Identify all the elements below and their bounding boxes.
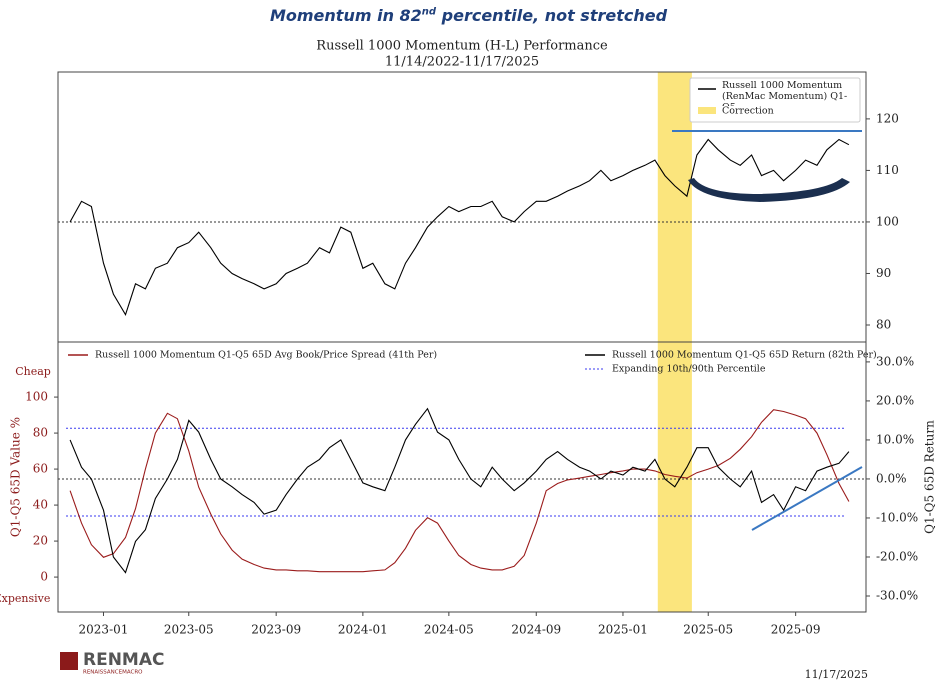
legend: Russell 1000 Momentum (RenMac Momentum) … xyxy=(689,77,861,123)
legend-box xyxy=(689,77,861,123)
legend-label: Expanding 10th/90th Percentile xyxy=(612,364,766,375)
title-part: Momentum in 82 xyxy=(269,6,422,25)
x-tick-label: 2025-01 xyxy=(598,623,648,637)
footer-date: 11/17/2025 xyxy=(805,668,868,681)
x-tick-label: 2023-05 xyxy=(164,623,214,637)
data-line xyxy=(69,138,850,317)
y-tick-label: 110 xyxy=(876,163,899,177)
header-title: Momentum in 82nd percentile, not stretch… xyxy=(0,6,937,25)
data-line xyxy=(69,407,850,574)
y2-tick-label: 10.0% xyxy=(876,432,914,446)
y-tick-label: 100 xyxy=(876,214,899,228)
annotation: Cheap xyxy=(15,365,51,378)
x-tick-label: 2024-05 xyxy=(424,623,474,637)
y2-tick-label: 0.0% xyxy=(876,471,907,485)
title-part: percentile, not stretched xyxy=(436,6,668,25)
y-tick-label: 80 xyxy=(876,317,891,331)
y-tick-label: 100 xyxy=(25,390,48,404)
x-tick-label: 2024-09 xyxy=(511,623,561,637)
base-arc-annotation xyxy=(688,178,850,202)
legend-label: Correction xyxy=(722,106,774,117)
title-sup: nd xyxy=(421,6,437,18)
y2-tick-label: 20.0% xyxy=(876,393,914,407)
x-tick-label: 2023-01 xyxy=(79,623,129,637)
logo-sub: RENAISSANCEMACRO xyxy=(83,670,143,676)
x-tick-label: 2025-09 xyxy=(771,623,821,637)
legend-label: Russell 1000 Momentum Q1-Q5 65D Avg Book… xyxy=(95,350,437,361)
annotation: Expensive xyxy=(0,592,50,605)
y2-axis-label: Q1-Q5 65D Return xyxy=(923,420,937,534)
y-tick-label: 80 xyxy=(33,426,48,440)
x-tick-label: 2025-05 xyxy=(683,623,733,637)
y-tick-label: 0 xyxy=(40,570,48,584)
y-axis-label: Q1-Q5 65D Value % xyxy=(9,417,23,537)
x-tick-label: 2023-09 xyxy=(251,623,301,637)
legend-label: Russell 1000 Momentum (RenMac Momentum) … xyxy=(722,80,848,106)
y2-tick-label: -30.0% xyxy=(876,589,918,603)
y2-tick-label: -20.0% xyxy=(876,549,918,563)
y-tick-label: 120 xyxy=(876,111,899,125)
chart-title: Russell 1000 Momentum (H-L) Performance xyxy=(316,39,608,54)
logo-mark xyxy=(60,652,78,670)
y-tick-label: 40 xyxy=(33,498,48,512)
y-tick-label: 60 xyxy=(33,462,48,476)
x-tick-label: 2024-01 xyxy=(338,623,388,637)
logo: RENMAC RENAISSANCEMACRO xyxy=(60,650,164,676)
chart-subtitle: 11/14/2022-11/17/2025 xyxy=(385,55,539,70)
logo-text: RENMAC xyxy=(83,650,164,670)
y-tick-label: 90 xyxy=(876,266,891,280)
legend-swatch xyxy=(698,107,716,114)
y-tick-label: 20 xyxy=(33,534,48,548)
legend-label: Russell 1000 Momentum Q1-Q5 65D Return (… xyxy=(612,350,877,361)
trend-annotation xyxy=(751,466,863,531)
y2-tick-label: -10.0% xyxy=(876,510,918,524)
data-line xyxy=(69,409,850,573)
y2-tick-label: 30.0% xyxy=(876,354,914,368)
legend-label-wrap: Russell 1000 Momentum (RenMac Momentum) … xyxy=(722,80,848,106)
